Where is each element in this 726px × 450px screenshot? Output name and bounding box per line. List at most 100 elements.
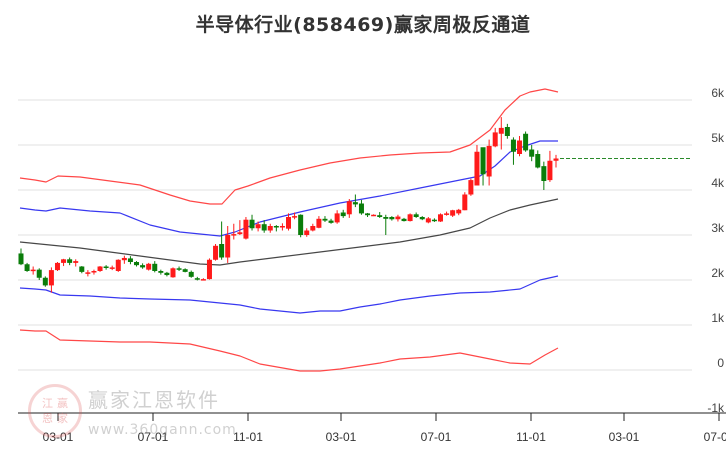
candle-up: [231, 234, 237, 236]
candle-down: [127, 258, 133, 262]
candle-down: [322, 218, 328, 221]
candle-up: [425, 218, 431, 223]
x-tick-label: 03-01: [326, 430, 357, 444]
candle-down: [158, 271, 164, 273]
candle-up: [30, 269, 36, 272]
candle-up: [61, 259, 67, 263]
outer-upper-line: [19, 88, 559, 205]
candle-down: [298, 214, 304, 235]
channel-bands: [19, 88, 559, 372]
candle-up: [474, 151, 480, 186]
candle-down: [273, 226, 279, 228]
candle-up: [146, 263, 152, 270]
y-tick-label: 5k: [711, 131, 725, 145]
x-tick-label: 11-01: [516, 430, 546, 444]
candle-up: [304, 230, 310, 235]
candle-down: [18, 253, 24, 265]
candle-up: [450, 210, 456, 216]
candle-down: [261, 224, 267, 231]
candle-up: [468, 180, 474, 195]
watermark-brand: 赢家江恩软件: [88, 388, 220, 412]
candle-down: [103, 266, 109, 268]
candle-down: [389, 217, 395, 220]
candle-up: [54, 262, 60, 271]
candle-down: [352, 202, 358, 205]
candle-up: [462, 194, 468, 211]
candle-down: [340, 212, 346, 217]
y-axis-labels: 6k 5k 4k 3k 2k 1k 0 -1k: [707, 86, 725, 415]
candle-down: [328, 220, 334, 223]
candle-up: [316, 218, 322, 228]
candle-down: [176, 268, 182, 270]
candle-down: [182, 269, 188, 272]
candle-down: [377, 215, 383, 217]
candle-down: [529, 149, 535, 157]
x-tick-label: 07-01: [421, 430, 452, 444]
inner-upper-line: [19, 140, 558, 237]
candle-up: [444, 213, 450, 215]
candle-up: [170, 268, 176, 278]
candle-down: [67, 259, 73, 263]
logo-char: 赢: [57, 397, 68, 410]
candle-up: [456, 209, 462, 214]
y-tick-label: 2k: [711, 266, 725, 280]
candle-down: [401, 218, 407, 222]
candle-up: [237, 232, 243, 235]
y-tick-label: -1k: [707, 401, 725, 415]
candle-up: [553, 158, 559, 161]
candle-up: [292, 216, 298, 218]
candle-up: [395, 216, 401, 220]
candle-up: [371, 214, 377, 217]
candle-up: [486, 145, 492, 177]
candle-up: [547, 160, 553, 181]
candle-up: [121, 257, 127, 261]
candle-down: [431, 219, 437, 222]
candle-down: [480, 147, 486, 175]
candle-up: [48, 270, 54, 286]
candle-up: [206, 259, 212, 280]
candle-down: [140, 265, 146, 268]
candle-up: [492, 132, 498, 147]
candle-down: [504, 127, 510, 136]
logo-char: 江: [42, 397, 53, 410]
candle-down: [164, 272, 170, 276]
y-tick-label: 1k: [711, 311, 725, 325]
candle-up: [115, 259, 121, 271]
candle-down: [419, 217, 425, 220]
candle-down: [194, 278, 200, 280]
candle-down: [249, 219, 255, 229]
logo-char: 家: [57, 412, 68, 425]
watermark-logo-icon: 江 赢 恩 家: [28, 384, 82, 438]
inner-lower-line: [19, 275, 559, 314]
candle-down: [24, 264, 30, 271]
candle-up: [243, 219, 249, 239]
candlesticks: [18, 117, 559, 293]
y-tick-label: 3k: [711, 221, 725, 235]
candle-up: [279, 226, 285, 228]
watermark-url: www.360gann.com: [88, 422, 237, 438]
candle-up: [73, 261, 79, 263]
candle-down: [219, 244, 225, 258]
candle-down: [79, 266, 85, 272]
candle-up: [346, 201, 352, 215]
candle-up: [286, 217, 291, 229]
candle-up: [310, 226, 316, 231]
candle-down: [152, 263, 158, 271]
candle-down: [134, 262, 140, 266]
grid-lines: [18, 99, 692, 371]
candle-up: [91, 271, 97, 273]
candle-down: [358, 203, 364, 214]
candle-up: [97, 266, 103, 271]
candle-up: [267, 226, 273, 231]
candle-up: [437, 214, 443, 222]
x-tick-label: 07-01: [704, 430, 726, 444]
y-tick-label: 4k: [711, 176, 725, 190]
y-tick-label: 6k: [711, 86, 725, 100]
candle-up: [109, 267, 115, 269]
candle-up: [498, 127, 504, 134]
candle-down: [535, 154, 541, 168]
chart-title: 半导体行业(858469)赢家周极反通道: [195, 14, 531, 36]
outer-lower-line: [19, 329, 559, 372]
